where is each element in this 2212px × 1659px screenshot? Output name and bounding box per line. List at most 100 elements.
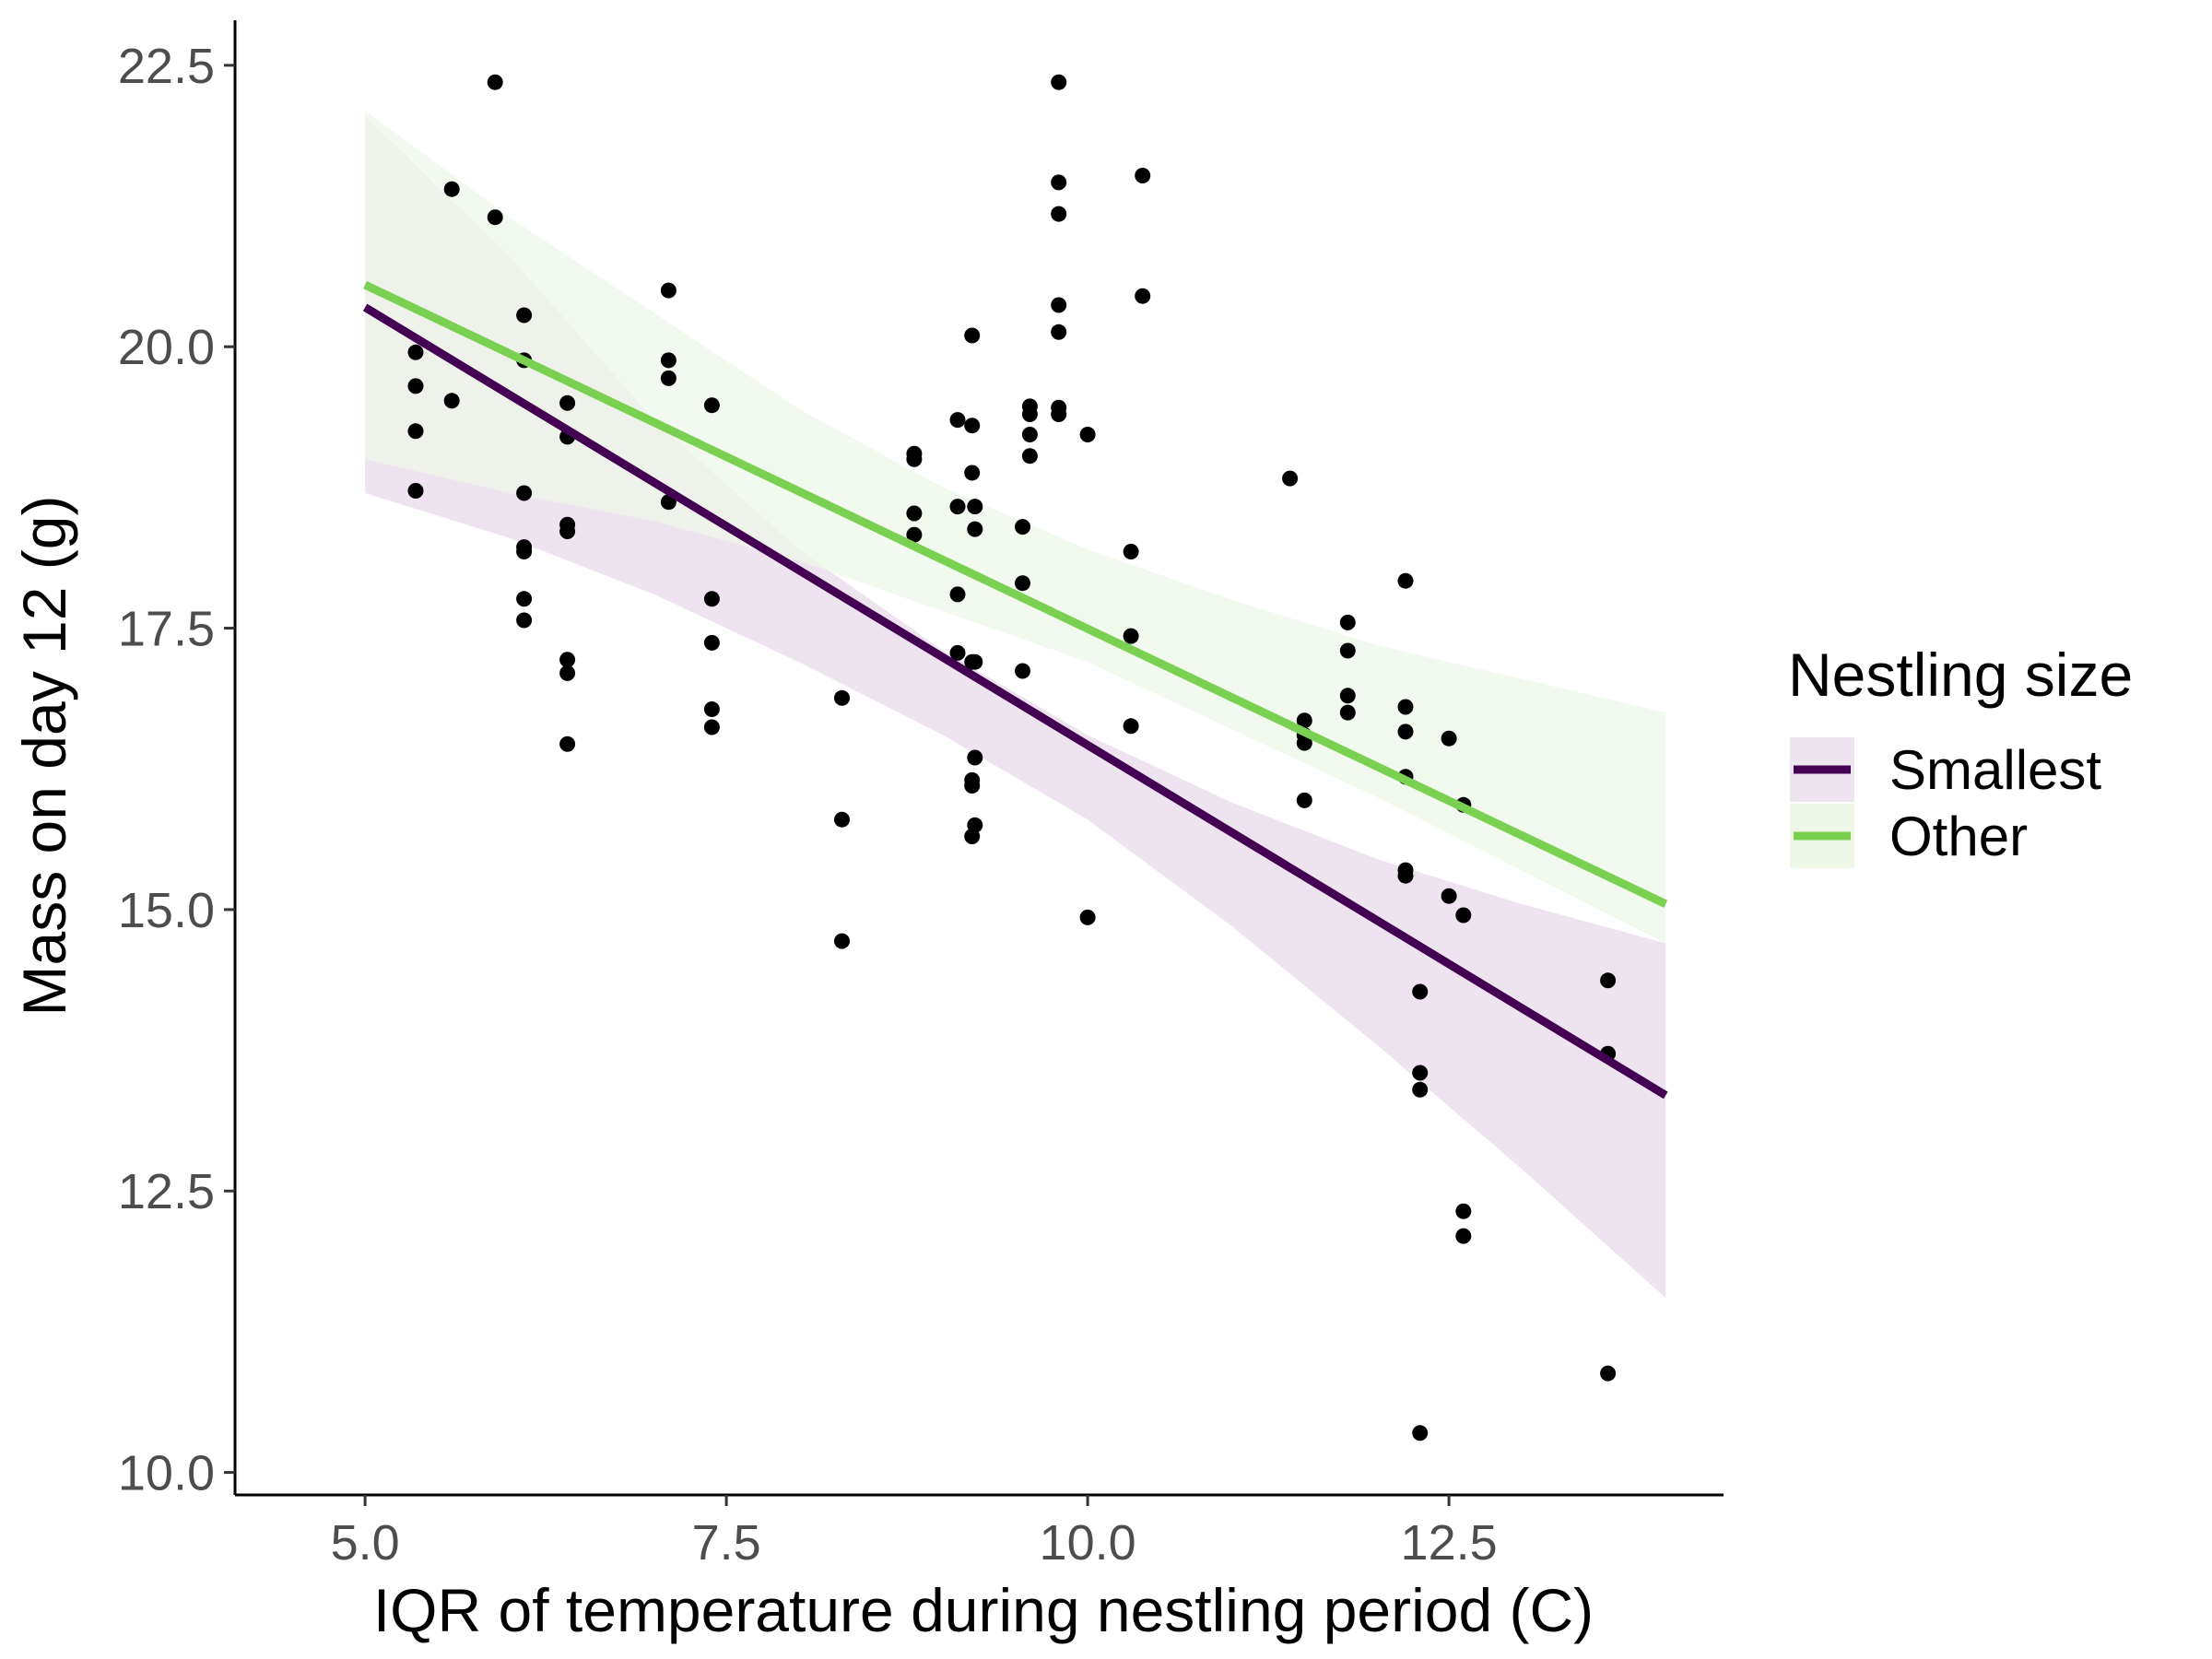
- data-point: [703, 719, 720, 735]
- ribbon-smallest: [365, 115, 1666, 1299]
- data-point: [949, 412, 966, 429]
- data-point: [1397, 867, 1414, 884]
- data-point: [487, 74, 503, 90]
- data-point: [1441, 730, 1457, 747]
- data-point: [1079, 427, 1096, 442]
- data-point: [964, 465, 981, 481]
- data-point: [559, 735, 576, 752]
- data-point: [1339, 642, 1356, 659]
- data-point: [1455, 1228, 1472, 1244]
- data-point: [1021, 406, 1038, 422]
- data-point: [1123, 718, 1139, 735]
- data-point: [559, 665, 576, 681]
- data-point: [559, 394, 576, 411]
- data-point: [703, 634, 720, 651]
- data-point: [516, 544, 533, 559]
- data-point: [703, 591, 720, 607]
- data-points: [407, 74, 1617, 1441]
- data-point: [949, 644, 966, 661]
- data-point: [1296, 712, 1312, 729]
- data-point: [834, 811, 850, 828]
- y-tick-label: 17.5: [118, 602, 215, 657]
- data-point: [1412, 1065, 1429, 1081]
- data-point: [516, 485, 533, 501]
- data-point: [660, 370, 677, 386]
- data-point: [1339, 614, 1356, 630]
- data-point: [443, 181, 460, 197]
- data-point: [1051, 206, 1067, 222]
- data-point: [487, 209, 503, 226]
- data-point: [703, 701, 720, 717]
- data-point: [1015, 663, 1030, 679]
- plot-area: [362, 74, 1668, 1441]
- data-point: [964, 327, 981, 344]
- data-point: [1296, 792, 1312, 808]
- axes: 10.0 12.5 15.0 17.5 20.0 22.5 5.0 7.5 10.0 12.5: [118, 20, 1724, 1571]
- data-point: [407, 378, 424, 394]
- data-point: [964, 778, 981, 794]
- fit-line-smallest: [362, 303, 1668, 1100]
- data-point: [1135, 288, 1151, 304]
- data-point: [1123, 544, 1139, 559]
- data-point: [1079, 909, 1096, 925]
- data-point: [1051, 297, 1067, 313]
- x-axis-title: IQR of temperature during nestling perio…: [373, 1576, 1594, 1644]
- fit-lines: [362, 280, 1668, 1100]
- data-point: [967, 817, 983, 833]
- data-point: [1441, 888, 1457, 904]
- data-point: [949, 499, 966, 515]
- y-tick-label: 20.0: [118, 320, 215, 375]
- data-point: [1282, 470, 1299, 487]
- y-tick-label: 10.0: [118, 1446, 215, 1501]
- data-point: [443, 393, 460, 409]
- data-point: [967, 749, 983, 766]
- data-point: [906, 526, 923, 543]
- data-point: [407, 344, 424, 360]
- data-point: [559, 652, 576, 668]
- data-point: [1412, 1081, 1429, 1098]
- fit-line-other: [363, 280, 1668, 908]
- data-point: [407, 423, 424, 440]
- data-point: [703, 397, 720, 414]
- y-axis-ticks: 10.0 12.5 15.0 17.5 20.0 22.5: [118, 39, 235, 1501]
- data-point: [1051, 74, 1067, 90]
- data-point: [660, 352, 677, 369]
- data-point: [906, 505, 923, 522]
- data-point: [949, 586, 966, 603]
- data-point: [1123, 628, 1139, 644]
- data-point: [1397, 572, 1414, 589]
- x-axis-ticks: 5.0 7.5 10.0 12.5: [331, 1495, 1498, 1571]
- data-point: [1455, 907, 1472, 924]
- data-point: [1455, 1203, 1472, 1219]
- data-point: [1339, 688, 1356, 704]
- x-tick-label: 7.5: [692, 1515, 761, 1571]
- legend-label-smallest: Smallest: [1889, 739, 2101, 801]
- data-point: [1015, 519, 1030, 535]
- legend-label-other: Other: [1889, 806, 2028, 867]
- data-point: [516, 591, 533, 607]
- data-point: [1412, 1425, 1429, 1441]
- y-tick-label: 12.5: [118, 1164, 215, 1219]
- data-point: [834, 689, 850, 706]
- data-point: [834, 933, 850, 949]
- data-point: [967, 499, 983, 515]
- data-point: [1600, 972, 1617, 989]
- legend-title: Nestling size: [1788, 641, 2133, 709]
- data-point: [559, 524, 576, 539]
- data-point: [407, 483, 424, 499]
- x-tick-label: 10.0: [1040, 1515, 1136, 1571]
- data-point: [516, 307, 533, 324]
- data-point: [1051, 174, 1067, 191]
- data-point: [1015, 575, 1030, 592]
- x-tick-label: 12.5: [1401, 1515, 1498, 1571]
- data-point: [1412, 983, 1429, 1000]
- data-point: [906, 451, 923, 467]
- x-tick-label: 5.0: [331, 1515, 400, 1571]
- data-point: [660, 282, 677, 299]
- data-point: [1051, 406, 1067, 422]
- y-tick-label: 22.5: [118, 39, 215, 94]
- data-point: [1021, 448, 1038, 465]
- data-point: [1397, 699, 1414, 715]
- data-point: [1600, 1365, 1617, 1382]
